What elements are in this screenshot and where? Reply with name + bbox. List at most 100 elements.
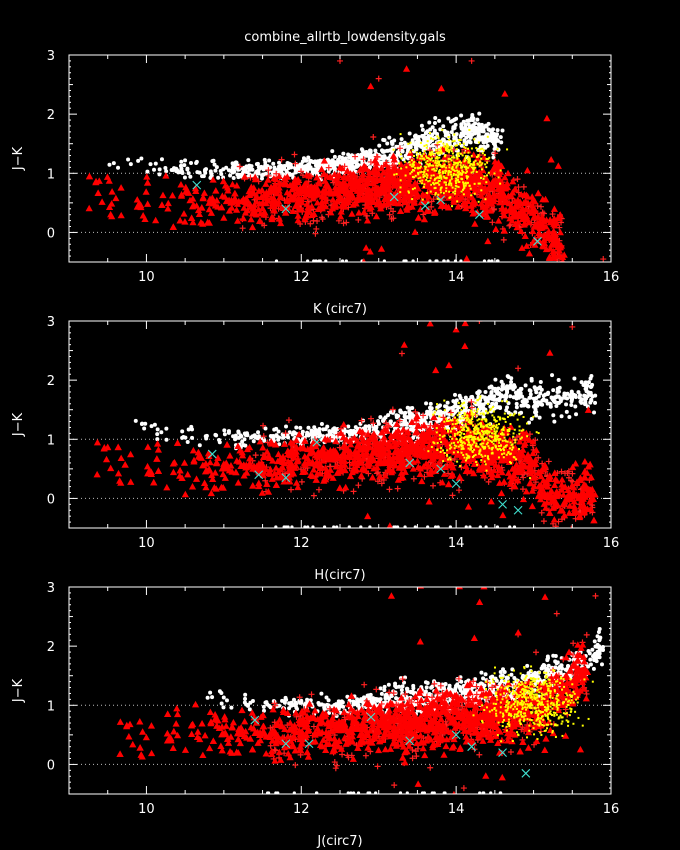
yellow-point [481,147,484,150]
red-triangle [286,190,294,198]
white-point [194,159,199,164]
yellow-point [447,173,450,176]
yellow-point [464,165,467,168]
white-point [312,425,317,430]
yellow-point [445,190,448,193]
red-cross [367,415,374,422]
white-point [306,155,311,160]
yellow-point [448,182,451,185]
plot-area [69,57,611,262]
red-triangle [411,228,419,235]
white-point [136,158,141,163]
white-point [288,172,293,177]
white-point [578,393,583,398]
red-triangle [117,184,125,191]
yellow-point [458,142,461,145]
white-point [449,130,454,135]
yellow-point [458,173,461,176]
red-triangle [484,212,492,220]
red-triangle [271,198,279,205]
white-point [448,525,452,528]
red-triangle [295,189,303,197]
white-point [325,157,330,162]
yellow-point [448,163,451,166]
chart-title: combine_allrtb_lowdensity.gals [244,30,446,45]
red-triangle [471,220,479,227]
yellow-point [458,160,461,163]
white-point [178,163,183,168]
red-cross [307,220,314,227]
yellow-point [421,182,424,185]
red-triangle [349,201,357,208]
red-triangle [92,177,100,185]
yellow-point [486,174,489,177]
yellow-point [430,154,433,157]
yellow-point [420,170,423,173]
white-point [259,164,264,169]
white-point [335,525,339,528]
white-point [511,395,516,400]
red-cross [468,57,475,64]
white-point [228,173,233,178]
red-triangle [397,160,405,168]
yellow-point [445,181,448,184]
white-point [441,124,446,129]
yellow-point [411,198,414,201]
red-triangle [488,200,496,207]
white-point [373,148,378,153]
white-point [528,388,533,393]
yellow-point [450,150,453,153]
red-triangle [227,199,235,206]
red-triangle [269,187,277,194]
white-point [376,421,381,426]
red-triangle [380,181,389,189]
yellow-point [477,149,480,152]
red-triangle [337,429,345,436]
white-point [164,437,169,442]
yellow-point [429,190,432,193]
yellow-point [468,184,471,187]
red-triangle [362,163,370,171]
white-point [496,259,500,262]
white-point [585,383,590,388]
red-triangle [313,173,321,181]
white-point [451,126,456,131]
red-triangle [373,200,381,208]
yellow-point [464,159,467,162]
plot-area [69,321,611,528]
yellow-point [411,148,414,151]
red-cross [291,151,298,158]
red-triangle [517,227,525,234]
red-cross [375,75,382,82]
white-point [201,174,206,179]
red-cross [278,156,285,163]
yellow-point [468,158,471,161]
red-cross [365,470,372,477]
yellow-point [452,156,455,159]
yellow-point [438,175,441,178]
red-triangle [370,198,378,205]
red-triangle [180,459,189,466]
white-point [443,133,448,138]
white-point [152,422,157,427]
white-point [508,525,512,528]
yellow-point [430,152,433,155]
red-triangle [363,217,372,224]
red-cross [298,168,305,175]
red-triangle [342,184,350,192]
yellow-point [439,165,442,168]
yellow-point [470,171,473,174]
red-cross [412,408,419,415]
red-triangle [359,170,367,177]
red-cross [236,163,243,170]
red-triangle [511,185,519,193]
yellow-point [425,176,428,179]
white-point [496,386,501,391]
white-point [504,392,509,397]
cyan-cross [474,210,484,220]
yellow-point [403,160,406,163]
red-cross [262,477,269,484]
red-cross [396,145,403,152]
white-point [350,160,355,165]
white-point [462,408,467,413]
